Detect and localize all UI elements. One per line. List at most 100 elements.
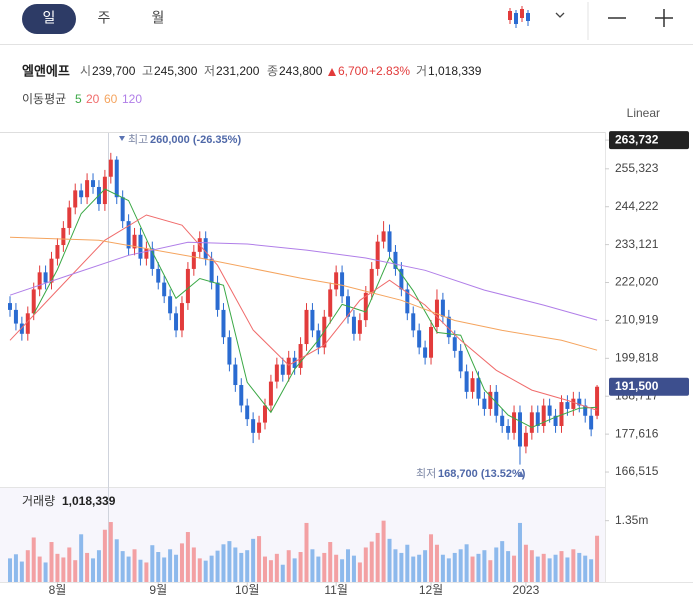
- stock-name: 엘앤에프: [22, 63, 70, 78]
- candle-body: [138, 234, 143, 259]
- volume-bar: [162, 557, 167, 582]
- dropdown-chevron[interactable]: [555, 12, 565, 18]
- tab-selected-bg[interactable]: [22, 4, 76, 34]
- candle-body: [203, 238, 208, 259]
- volume-bar: [452, 552, 457, 582]
- high-annotation-label: 최고: [128, 133, 148, 146]
- last-price-box: [609, 377, 689, 396]
- volume-bar: [61, 557, 66, 582]
- y-tick-label: 255,323: [615, 161, 659, 175]
- scale-label[interactable]: Linear: [627, 106, 660, 120]
- candle-body: [334, 272, 339, 290]
- volume-bar: [357, 562, 362, 582]
- volume-title: 거래량: [22, 494, 55, 508]
- volume-bar: [583, 555, 588, 582]
- y-tick-label: 166,515: [615, 464, 659, 478]
- candle-body: [429, 326, 434, 358]
- y-tick-label: 222,020: [615, 275, 659, 289]
- candle-body: [559, 402, 564, 426]
- high-annotation-text: 260,000 (-26.35%): [150, 134, 241, 146]
- candle-body: [553, 415, 558, 426]
- volume-bar: [363, 547, 368, 582]
- zoom-in[interactable]: [655, 9, 673, 27]
- volume-bar: [535, 556, 540, 582]
- volume-bar: [517, 522, 522, 582]
- y-tick-label: 263,732: [615, 132, 659, 146]
- candle-body: [393, 251, 398, 269]
- chart-type-icon[interactable]: [508, 6, 530, 28]
- candle-body: [417, 330, 422, 348]
- volume-bar: [375, 532, 380, 582]
- tab[interactable]: 일: [43, 10, 56, 26]
- candle-body: [357, 320, 362, 334]
- candle-body: [571, 398, 576, 409]
- candle-body: [577, 398, 582, 406]
- volume-bar: [144, 562, 149, 582]
- candle-body: [126, 221, 131, 249]
- ma-title: 이동평균: [22, 92, 66, 106]
- last-price-label: 191,500: [615, 379, 659, 393]
- candle-body: [215, 282, 220, 310]
- candle-body: [529, 412, 534, 433]
- y-tick-label: 199,818: [615, 351, 659, 365]
- candle-body: [292, 357, 297, 368]
- volume-current: 1,018,339: [62, 494, 116, 508]
- volume-bar: [500, 541, 505, 582]
- candle-body: [120, 197, 125, 222]
- legend-entry: 120: [122, 92, 142, 106]
- candle-body: [257, 422, 262, 433]
- y-tick-label: 210,919: [615, 313, 659, 327]
- candle-body: [156, 268, 161, 283]
- volume-bar: [387, 538, 392, 582]
- candle-body: [375, 241, 380, 269]
- candle-body: [162, 282, 167, 297]
- candle-body: [179, 303, 184, 331]
- candle-body: [369, 268, 374, 293]
- volume-bar: [126, 556, 131, 582]
- volume-bar: [476, 553, 481, 582]
- volume-bar: [464, 544, 469, 582]
- candle-body: [523, 432, 528, 447]
- volume-bar: [251, 538, 256, 582]
- candle-body: [91, 180, 96, 187]
- volume-bar: [25, 550, 30, 582]
- legend-entry: 5: [75, 92, 82, 106]
- candle-body: [102, 176, 107, 205]
- tab[interactable]: 주: [98, 10, 111, 26]
- candle-body: [150, 248, 155, 269]
- candle-body: [381, 231, 386, 242]
- volume-bar: [168, 549, 173, 582]
- candle-body: [85, 180, 90, 198]
- volume-bar: [346, 549, 351, 582]
- candle-body: [452, 337, 457, 351]
- candle-body: [274, 364, 279, 382]
- low-value: 231,200: [216, 64, 260, 78]
- volume-bar: [245, 550, 250, 582]
- candle-body: [67, 207, 72, 228]
- volume-bar: [185, 532, 190, 582]
- candle-body: [340, 272, 345, 297]
- candle-body: [13, 309, 18, 324]
- volume-bar: [108, 522, 113, 582]
- y-tick-label: 244,222: [615, 199, 659, 213]
- candle-body: [262, 405, 267, 423]
- candle-body: [512, 412, 517, 433]
- candle-body: [482, 398, 487, 409]
- x-tick-label: 11월: [324, 583, 348, 597]
- candle-body: [227, 337, 232, 365]
- legend-entry: 60: [104, 92, 118, 106]
- candle-body: [322, 316, 327, 348]
- volume-bar: [79, 534, 84, 582]
- candle-body: [61, 227, 66, 246]
- tab[interactable]: 월: [152, 10, 165, 26]
- volume-bar: [67, 547, 72, 582]
- candle-body: [31, 289, 36, 314]
- candle-body: [268, 381, 273, 406]
- volume-bar: [215, 550, 220, 582]
- volume-bar: [405, 544, 410, 582]
- candle-body: [595, 386, 600, 416]
- ma-line: [9, 214, 598, 411]
- volume-bar: [328, 542, 333, 582]
- candle-body: [423, 347, 428, 358]
